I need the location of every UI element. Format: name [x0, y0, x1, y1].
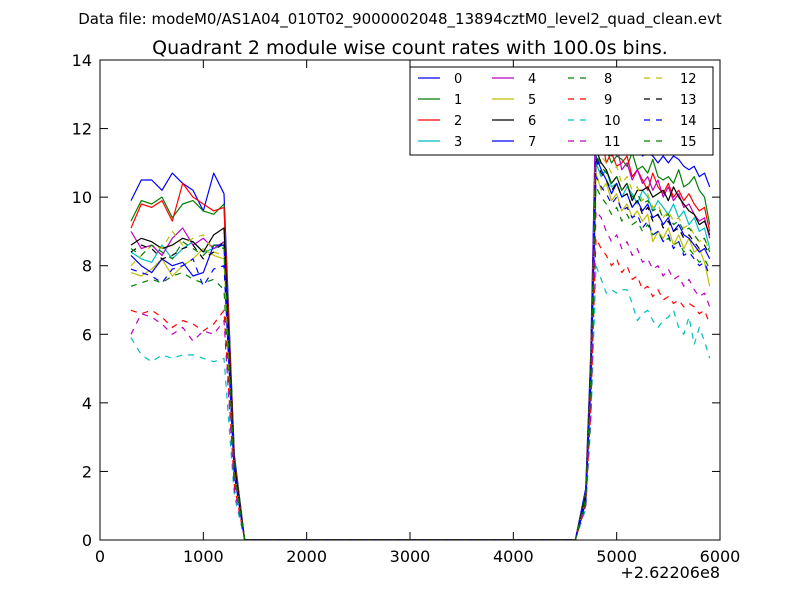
x-axis-offset-label: +2.62206e8	[620, 563, 720, 582]
legend-label-2: 2	[454, 114, 462, 129]
plot-frame	[99, 59, 721, 541]
y-tick-label: 6	[82, 325, 92, 344]
x-tick-label: 1000	[183, 547, 224, 566]
series-line-3	[130, 162, 711, 540]
chart-title: Quadrant 2 module wise count rates with …	[152, 37, 668, 59]
legend-label-7: 7	[528, 135, 536, 150]
legend-label-0: 0	[454, 72, 462, 87]
legend-label-13: 13	[680, 93, 697, 108]
legend-label-12: 12	[680, 72, 697, 87]
legend-label-6: 6	[528, 114, 536, 129]
series-line-6	[130, 148, 711, 540]
series-line-5	[130, 172, 711, 540]
series-line-7	[130, 155, 711, 540]
series-line-4	[130, 107, 711, 540]
legend-box	[409, 66, 714, 156]
y-tick-label: 0	[82, 531, 92, 550]
y-tick-labels: 0 2 4 6 8 10 12 14	[72, 51, 92, 550]
legend-label-11: 11	[604, 135, 621, 150]
series-line-11	[130, 210, 711, 540]
legend-label-3: 3	[454, 135, 462, 150]
x-tick-label: 5000	[596, 547, 637, 566]
x-tick-label: 0	[95, 547, 105, 566]
x-tick-label: 4000	[493, 547, 534, 566]
x-tick-labels: 0 1000 2000 3000 4000 5000 6000	[95, 547, 740, 566]
series-line-2	[130, 134, 711, 540]
y-tick-label: 12	[72, 120, 92, 139]
legend-label-1: 1	[454, 93, 462, 108]
series-line-1	[130, 128, 711, 540]
figure-suptitle: Data file: modeM0/AS1A04_010T02_90000020…	[78, 10, 722, 29]
legend-label-8: 8	[604, 72, 612, 87]
x-tick-label: 6000	[700, 547, 741, 566]
legend-label-15: 15	[680, 135, 697, 150]
legend-label-10: 10	[604, 114, 621, 129]
series-line-13	[130, 158, 711, 540]
legend-label-14: 14	[680, 114, 697, 129]
legend-label-4: 4	[528, 72, 536, 87]
legend-label-5: 5	[528, 93, 536, 108]
y-tick-label: 4	[82, 394, 92, 413]
y-tick-label: 2	[82, 462, 92, 481]
x-tick-label: 2000	[286, 547, 327, 566]
y-tick-label: 14	[72, 51, 92, 70]
series-line-14	[130, 176, 711, 540]
y-tick-label: 10	[72, 188, 92, 207]
x-tick-label: 3000	[390, 547, 431, 566]
y-tick-label: 8	[82, 257, 92, 276]
legend-label-9: 9	[604, 93, 612, 108]
